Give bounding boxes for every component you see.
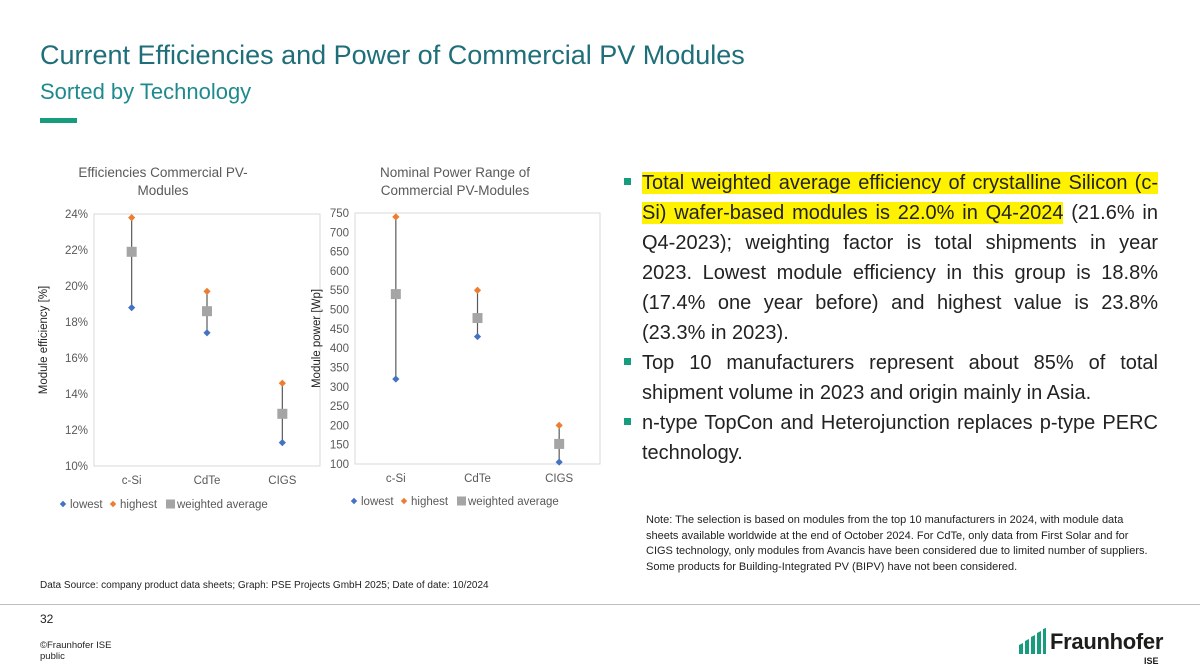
bullet-list: Total weighted average efficiency of cry… — [622, 168, 1158, 468]
y-tick-label: 18% — [65, 317, 88, 329]
legend-label: highest — [120, 499, 158, 511]
highest-point — [555, 421, 563, 429]
legend-label: highest — [411, 496, 449, 508]
classification: public — [40, 651, 65, 662]
legend-marker — [109, 500, 117, 508]
data-source: Data Source: company product data sheets… — [40, 580, 489, 591]
legend-label: weighted average — [467, 496, 559, 508]
x-tick-label: CIGS — [268, 475, 296, 487]
y-tick-label: 750 — [330, 208, 349, 220]
y-tick-label: 400 — [330, 343, 349, 355]
legend-label: lowest — [70, 499, 103, 511]
weighted-average-point — [472, 313, 483, 324]
plot-area — [93, 213, 321, 467]
weighted-average-point — [390, 289, 401, 300]
copyright: ©Fraunhofer ISE public — [40, 640, 111, 662]
y-tick-label: 22% — [65, 245, 88, 257]
x-tick-label: CIGS — [545, 473, 573, 485]
lowest-point — [392, 375, 400, 383]
bullet-text: Top 10 manufacturers represent about 85%… — [642, 352, 1158, 404]
fraunhofer-logo: Fraunhofer ISE — [1018, 626, 1168, 670]
logo-mark-icon — [1019, 628, 1046, 654]
y-axis-label: Module efficiency [%] — [38, 286, 50, 394]
chart-title: Nominal Power Range of — [380, 165, 530, 180]
legend-marker — [457, 496, 466, 506]
bullet-text: (21.6% in Q4-2023); weighting factor is … — [642, 202, 1158, 344]
y-tick-label: 550 — [330, 285, 349, 297]
y-tick-label: 600 — [330, 266, 349, 278]
x-tick-label: CdTe — [464, 473, 491, 485]
y-tick-label: 650 — [330, 247, 349, 259]
footer-divider — [0, 604, 1200, 605]
bullet-text: n-type TopCon and Heterojunction replace… — [642, 412, 1158, 464]
y-tick-label: 700 — [330, 227, 349, 239]
y-tick-label: 24% — [65, 209, 88, 221]
power-chart: Nominal Power Range of Commercial PV-Modu… — [311, 165, 601, 508]
weighted-average-point — [277, 408, 288, 419]
y-tick-label: 300 — [330, 382, 349, 394]
logo-text: Fraunhofer — [1050, 629, 1164, 654]
lowest-point — [128, 304, 136, 312]
legend-marker — [166, 499, 175, 509]
logo-subtext: ISE — [1144, 656, 1159, 666]
y-tick-label: 150 — [330, 440, 349, 452]
page-number: 32 — [40, 612, 54, 626]
y-tick-label: 200 — [330, 420, 349, 432]
legend-label: lowest — [361, 496, 394, 508]
efficiency-chart: Efficiencies Commercial PV- Modules 10% 12%… — [38, 165, 321, 511]
y-tick-label: 12% — [65, 425, 88, 437]
chart-title: Commercial PV-Modules — [381, 183, 530, 198]
highest-point — [128, 214, 136, 222]
y-tick-label: 16% — [65, 353, 88, 365]
weighted-average-point — [554, 438, 565, 449]
weighted-average-point — [126, 246, 137, 257]
y-tick-label: 100 — [330, 459, 349, 471]
plot-area — [354, 212, 601, 465]
y-tick-label: 10% — [65, 461, 88, 473]
y-tick-label: 14% — [65, 389, 88, 401]
lowest-point — [473, 332, 482, 341]
x-tick-label: CdTe — [194, 475, 221, 487]
legend-marker — [350, 497, 358, 505]
bullet-manufacturers: Top 10 manufacturers represent about 85%… — [622, 348, 1158, 408]
highest-point — [278, 379, 286, 387]
accent-bar — [40, 118, 77, 123]
legend-marker — [400, 497, 408, 505]
page-title: Current Efficiencies and Power of Commer… — [40, 40, 745, 70]
page-subtitle: Sorted by Technology — [40, 79, 252, 104]
chart-title: Efficiencies Commercial PV- — [78, 165, 247, 180]
y-tick-label: 250 — [330, 401, 349, 413]
y-tick-label: 20% — [65, 281, 88, 293]
y-axis-label: Module power [Wp] — [311, 289, 323, 388]
selection-note: Note: The selection is based on modules … — [646, 514, 1148, 573]
x-tick-label: c-Si — [386, 473, 406, 485]
highest-point — [392, 213, 400, 221]
x-tick-label: c-Si — [122, 475, 142, 487]
lowest-point — [278, 439, 286, 447]
chart-title: Modules — [137, 183, 188, 198]
legend-label: weighted average — [176, 499, 268, 511]
y-tick-label: 450 — [330, 324, 349, 336]
copyright-owner: ©Fraunhofer ISE — [40, 640, 112, 651]
lowest-point — [203, 329, 211, 337]
highest-point — [473, 286, 482, 294]
weighted-average-point — [202, 306, 212, 317]
legend-marker — [59, 500, 67, 508]
y-tick-label: 500 — [330, 305, 349, 317]
lowest-point — [555, 458, 563, 466]
bullet-technology: n-type TopCon and Heterojunction replace… — [622, 408, 1158, 468]
bullet-efficiency: Total weighted average efficiency of cry… — [622, 168, 1158, 348]
y-tick-label: 350 — [330, 362, 349, 374]
highest-point — [203, 287, 211, 295]
